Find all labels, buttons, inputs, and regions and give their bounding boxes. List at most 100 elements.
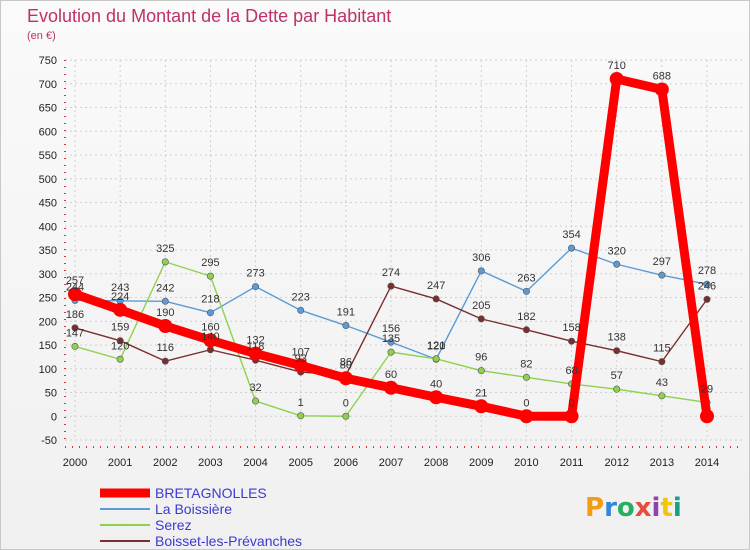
data-point (297, 412, 305, 420)
data-point (297, 306, 305, 314)
data-label: 57 (611, 370, 623, 382)
data-label: 278 (698, 265, 716, 277)
chart-title: Evolution du Montant de la Dette par Hab… (27, 6, 391, 26)
x-tick-label: 2012 (604, 457, 628, 469)
y-tick-label: 300 (39, 269, 57, 281)
data-label: 43 (656, 377, 668, 389)
y-tick-label: 200 (39, 316, 57, 328)
y-tick-label: 250 (39, 293, 57, 305)
y-tick-label: 150 (39, 340, 57, 352)
data-label: 1 (298, 397, 304, 409)
data-point (568, 337, 576, 345)
data-point (116, 355, 124, 363)
data-point (113, 302, 128, 317)
data-label: 218 (201, 294, 219, 306)
data-point (613, 260, 621, 268)
data-point (703, 280, 711, 288)
data-point (206, 346, 214, 354)
chart-subtitle: (en €) (27, 30, 56, 42)
data-point (432, 295, 440, 303)
data-point (384, 380, 398, 395)
legend-label: Boisset-les-Prévanches (155, 533, 302, 549)
data-point (158, 319, 173, 333)
data-label: 273 (246, 268, 264, 280)
data-label: 156 (382, 323, 400, 335)
data-label: 29 (701, 383, 713, 395)
data-point (654, 82, 669, 97)
data-point (519, 409, 534, 424)
data-label: 147 (66, 327, 84, 339)
data-point (342, 412, 350, 420)
data-label: 118 (247, 341, 265, 353)
x-tick-label: 2003 (198, 457, 222, 469)
x-tick-label: 2009 (469, 457, 493, 469)
data-point (206, 272, 214, 280)
data-label: 710 (608, 60, 626, 72)
data-label: 688 (653, 70, 671, 82)
x-tick-label: 2008 (424, 457, 448, 469)
data-point (338, 371, 353, 386)
data-point (700, 409, 714, 424)
data-label: 186 (66, 309, 84, 321)
data-label: 158 (562, 322, 580, 334)
y-tick-label: 450 (39, 198, 57, 210)
data-label: 132 (246, 335, 264, 347)
data-point (474, 399, 489, 414)
data-label: 0 (569, 397, 575, 409)
data-point (71, 342, 79, 350)
y-tick-label: -50 (41, 435, 57, 447)
x-axis: 2000 2001 2002 2003 2004 2005 2006 2007 2008 2009… (63, 446, 742, 469)
data-point (342, 322, 350, 330)
y-tick-label: 350 (39, 245, 57, 257)
data-label: 159 (111, 322, 129, 334)
data-label: 182 (517, 311, 535, 323)
data-label: 32 (249, 382, 261, 394)
x-tick-label: 2000 (63, 457, 87, 469)
logo-text: Proxiti (585, 493, 682, 523)
data-label: 120 (427, 340, 445, 352)
data-point (522, 326, 530, 334)
x-tick-label: 2002 (153, 457, 177, 469)
data-label: 243 (111, 282, 129, 294)
data-label: 93 (295, 353, 307, 365)
data-point (252, 397, 260, 405)
data-label: 107 (292, 346, 310, 358)
data-label: 86 (340, 356, 352, 368)
data-point (658, 358, 666, 366)
data-label: 263 (517, 272, 535, 284)
data-point (658, 392, 666, 400)
gridlines (65, 59, 742, 441)
data-label: 121 (427, 340, 445, 352)
y-tick-label: 550 (39, 150, 57, 162)
data-label: 191 (337, 307, 355, 319)
data-point (432, 355, 440, 363)
data-point (387, 348, 395, 356)
x-tick-label: 2006 (334, 457, 358, 469)
data-label: 116 (157, 342, 175, 354)
data-label: 306 (472, 252, 490, 264)
data-point (387, 338, 395, 346)
data-label: 0 (523, 397, 529, 409)
data-point (477, 315, 485, 323)
data-point (522, 287, 530, 295)
data-label: 257 (66, 275, 84, 287)
data-point (293, 358, 308, 373)
data-point (658, 271, 666, 279)
data-label: 325 (156, 243, 174, 255)
data-point (429, 390, 444, 405)
data-label: 320 (608, 245, 626, 257)
data-label: 295 (201, 257, 219, 269)
x-tick-label: 2013 (650, 457, 674, 469)
data-point (613, 347, 621, 355)
data-point (609, 72, 624, 86)
legend-label: BRETAGNOLLES (155, 485, 267, 501)
data-point (387, 282, 395, 290)
x-tick-label: 2014 (695, 457, 719, 469)
data-point (522, 373, 530, 381)
data-point (206, 309, 214, 317)
x-tick-label: 2001 (108, 457, 132, 469)
data-label: 247 (427, 280, 445, 292)
